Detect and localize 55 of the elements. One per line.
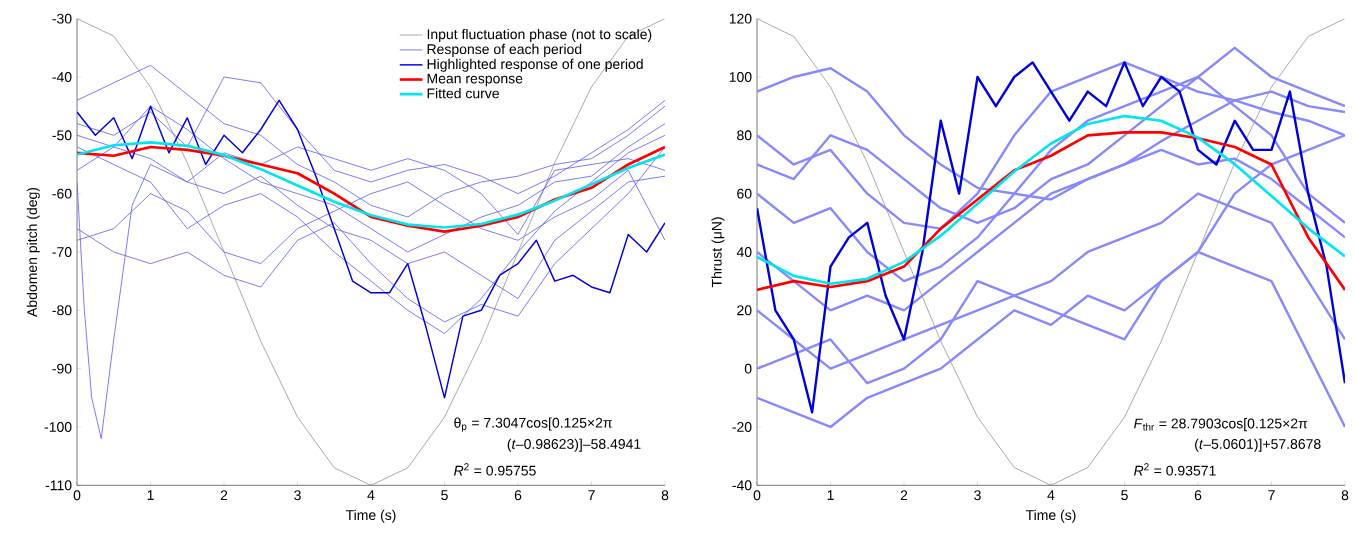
- x-tick-label: 8: [1341, 490, 1349, 501]
- annotation: (t–0.98623)]–58.4941: [507, 438, 641, 452]
- y-tick-label: -20: [732, 421, 752, 432]
- y-tick-label: -110: [45, 480, 72, 491]
- x-tick-label: 8: [661, 490, 669, 501]
- line-series: [77, 99, 665, 399]
- line-series: [757, 61, 1345, 414]
- annotation: θ$_{p}$ = 7.3047cos[0.125×2π: [454, 417, 612, 432]
- x-tick-label: 1: [147, 490, 154, 500]
- x-tick-label: 5: [441, 490, 448, 500]
- legend-label: Highlighted response of one period: [427, 58, 643, 72]
- x-tick-label: 6: [514, 490, 522, 501]
- y-tick-label: -30: [52, 13, 72, 24]
- y-tick-label: 60: [737, 188, 752, 199]
- y-tick-label: -70: [52, 246, 72, 257]
- y-tick-label: -60: [52, 188, 72, 199]
- y-tick-label: 20: [737, 305, 752, 316]
- annotation: (t–5.0601)]+57.8678: [1195, 438, 1321, 452]
- x-tick-label: 4: [1047, 490, 1055, 500]
- annotation: R$^{2}$ = 0.95755: [454, 463, 536, 476]
- x-tick-label: 6: [1194, 490, 1202, 501]
- y-tick-label: -50: [52, 130, 72, 141]
- legend-label: Response of each period: [427, 43, 582, 57]
- y-tick-label: -100: [44, 421, 72, 432]
- x-tick-label: 0: [73, 490, 81, 501]
- line-series: [77, 18, 665, 486]
- line-series: [757, 18, 1345, 486]
- y-tick-label: 120: [729, 13, 752, 24]
- legend-label: Mean response: [427, 73, 523, 87]
- x-tick-label: 4: [367, 490, 375, 500]
- x-tick-label: 7: [588, 490, 595, 500]
- y-tick-label: -80: [52, 305, 72, 316]
- y-tick-label: -40: [732, 480, 752, 491]
- x-axis-title: Time (s): [1025, 509, 1076, 523]
- y-tick-label: 40: [736, 246, 752, 257]
- y-axis-title: Abdomen pitch (deg): [26, 187, 40, 317]
- y-tick-label: 100: [729, 71, 752, 82]
- x-tick-label: 3: [294, 490, 301, 501]
- x-tick-label: 2: [900, 490, 908, 500]
- y-tick-label: 0: [744, 363, 752, 374]
- y-tick-label: 80: [737, 130, 752, 141]
- y-tick-label: -90: [52, 363, 72, 374]
- x-tick-label: 0: [753, 490, 761, 501]
- x-axis-title: Time (s): [345, 509, 396, 523]
- x-tick-label: 7: [1268, 490, 1275, 500]
- annotation: R$^{2}$ = 0.93571: [1134, 463, 1216, 476]
- y-axis-title: Thrust (μN): [711, 217, 725, 288]
- x-tick-label: 1: [827, 490, 834, 500]
- x-tick-label: 5: [1121, 490, 1128, 500]
- y-tick-label: -40: [52, 71, 72, 82]
- legend-label: Fitted curve: [427, 87, 499, 99]
- x-tick-label: 2: [220, 490, 228, 500]
- x-tick-label: 3: [974, 490, 981, 501]
- annotation: F$_{thr}$ = 28.7903cos[0.125×2π: [1134, 417, 1308, 432]
- legend-label: Input fluctuation phase (not to scale): [427, 28, 652, 42]
